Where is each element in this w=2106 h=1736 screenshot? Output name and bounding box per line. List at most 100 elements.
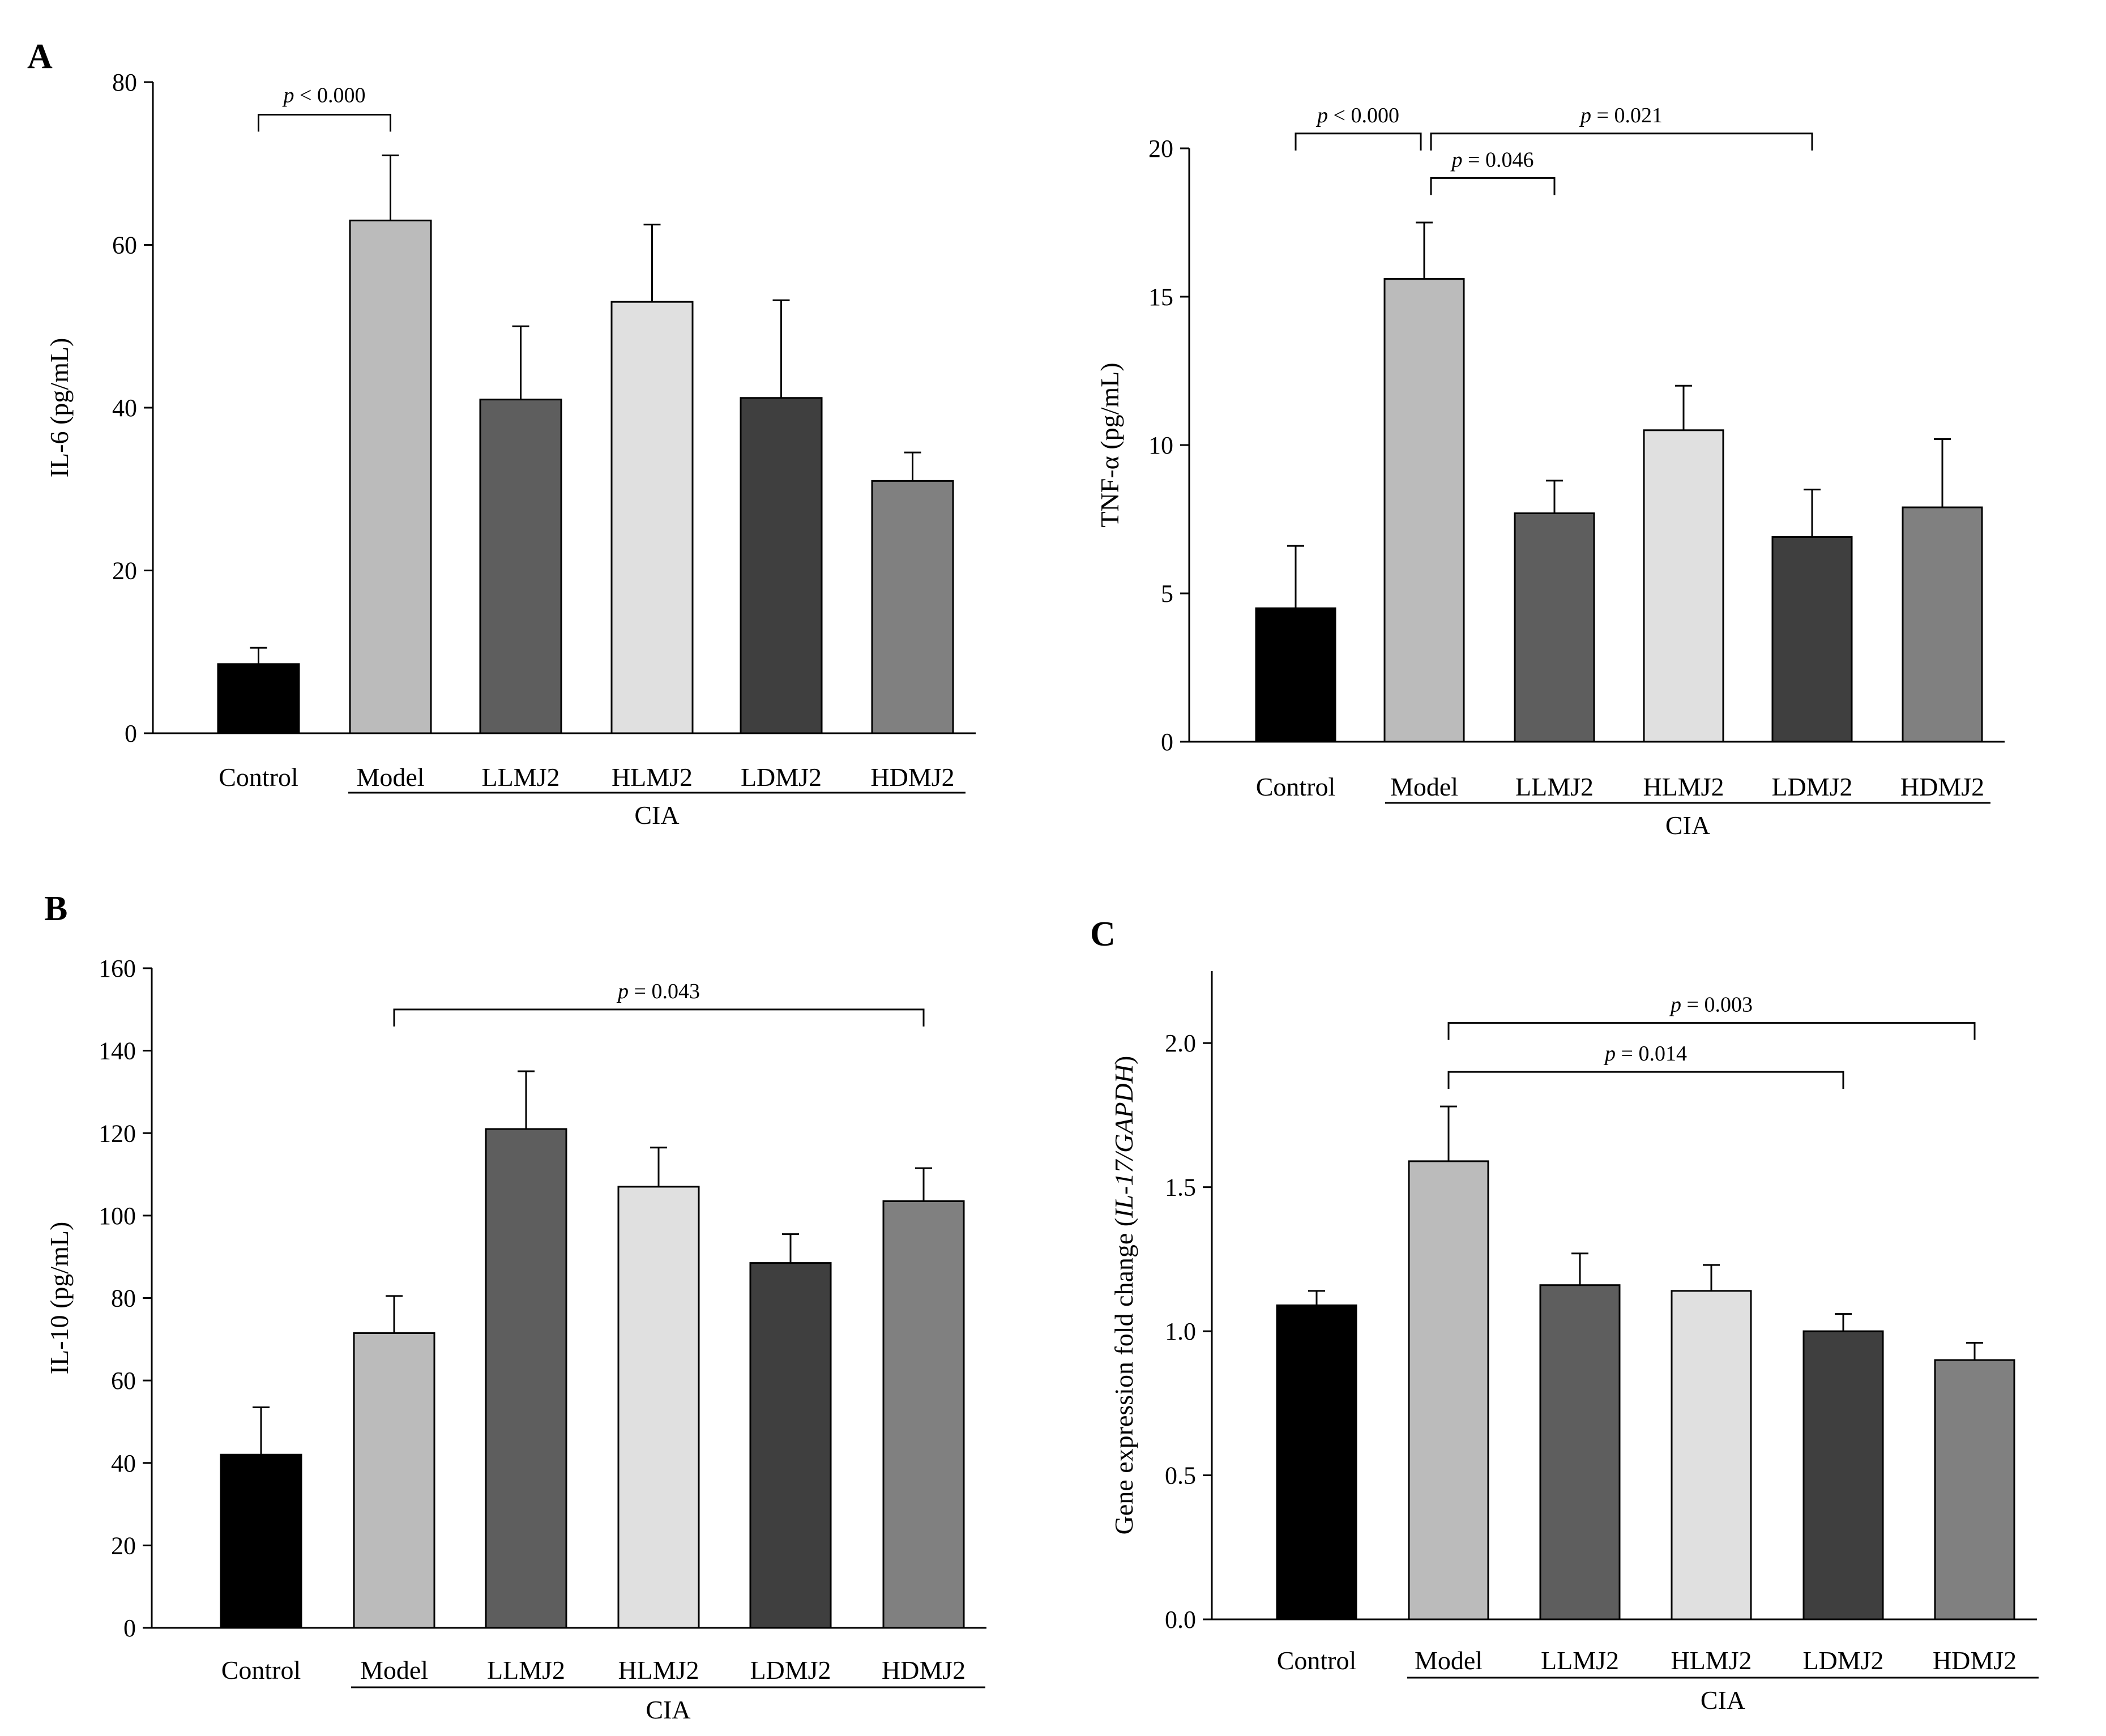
significance-bracket — [393, 1008, 925, 1027]
bar-model — [353, 1332, 435, 1629]
category-label-hdmj2: HDMJ2 — [1900, 772, 1984, 801]
y-tick-label: 40 — [112, 394, 137, 422]
bar-llmj2 — [1514, 512, 1595, 743]
category-label-hdmj2: HDMJ2 — [882, 1656, 966, 1684]
bar-model — [1408, 1160, 1489, 1620]
significance-bracket — [1447, 1022, 1976, 1040]
category-label-llmj2: LLMJ2 — [1515, 772, 1594, 801]
bar-hlmj2 — [1643, 429, 1724, 743]
y-axis-label: IL-10 (pg/mL) — [45, 1222, 74, 1375]
bar-control — [1276, 1304, 1357, 1620]
category-label-llmj2: LLMJ2 — [1541, 1646, 1619, 1675]
bar-hdmj2 — [871, 480, 954, 734]
y-tick-label: 20 — [111, 1532, 136, 1559]
y-tick-label: 60 — [111, 1367, 136, 1395]
significance-bracket — [258, 114, 391, 132]
y-tick-label: 60 — [112, 232, 137, 259]
category-label-ldmj2: LDMJ2 — [741, 763, 822, 792]
bar-llmj2 — [1539, 1284, 1621, 1620]
significance-label: p = 0.003 — [1669, 993, 1753, 1017]
y-tick-label: 0 — [125, 720, 137, 747]
category-label-ldmj2: LDMJ2 — [1802, 1646, 1883, 1675]
y-tick-label: 0.5 — [1165, 1462, 1196, 1490]
y-tick-label: 120 — [99, 1119, 136, 1147]
group-label: CIA — [646, 1695, 690, 1724]
y-tick-label: 0 — [1161, 728, 1173, 756]
bar-hlmj2 — [1671, 1290, 1752, 1620]
panel-letter: B — [44, 890, 67, 928]
y-tick-label: 1.5 — [1165, 1174, 1196, 1201]
category-label-control: Control — [1277, 1646, 1357, 1675]
category-label-llmj2: LLMJ2 — [487, 1656, 565, 1684]
panel-letter: C — [1090, 915, 1116, 953]
bar-hlmj2 — [610, 301, 694, 734]
y-tick-label: 1.0 — [1165, 1318, 1196, 1345]
significance-label: p = 0.046 — [1450, 148, 1534, 172]
bar-model — [349, 219, 432, 734]
category-label-hlmj2: HLMJ2 — [1671, 1646, 1752, 1675]
y-tick-label: 140 — [99, 1037, 136, 1065]
significance-label: p = 0.043 — [616, 980, 700, 1003]
category-label-control: Control — [1256, 772, 1336, 801]
category-label-hlmj2: HLMJ2 — [1643, 772, 1724, 801]
significance-label: p = 0.021 — [1579, 104, 1663, 127]
bar-ldmj2 — [740, 397, 823, 734]
significance-label: p < 0.000 — [1315, 104, 1399, 127]
bar-llmj2 — [479, 399, 562, 734]
category-label-llmj2: LLMJ2 — [482, 763, 560, 792]
bar-model — [1383, 278, 1465, 743]
significance-bracket — [1295, 132, 1422, 151]
bar-ldmj2 — [1802, 1330, 1884, 1620]
panel-a-chart: A 0 20 40 60 80 IL-6 (pg/mL) Control Model LLMJ2 H… — [27, 37, 976, 829]
panel-letter: A — [27, 37, 53, 76]
y-tick-label: 100 — [99, 1202, 136, 1230]
bar-hdmj2 — [1934, 1359, 2015, 1620]
y-tick-label: 15 — [1148, 283, 1173, 311]
y-tick-label: 80 — [111, 1285, 136, 1312]
bar-llmj2 — [485, 1128, 567, 1629]
bar-hdmj2 — [882, 1200, 965, 1629]
category-label-model: Model — [356, 763, 424, 792]
y-axis-label: TNF-α (pg/mL) — [1095, 362, 1124, 527]
category-label-hdmj2: HDMJ2 — [870, 763, 954, 792]
category-label-ldmj2: LDMJ2 — [750, 1656, 831, 1684]
bar-control — [217, 663, 300, 734]
category-label-hlmj2: HLMJ2 — [618, 1656, 699, 1684]
y-axis-label: IL-6 (pg/mL) — [45, 338, 74, 478]
bar-ldmj2 — [1771, 536, 1853, 743]
significance-label: p < 0.000 — [282, 84, 366, 108]
bar-hdmj2 — [1902, 506, 1983, 743]
bar-control — [1255, 607, 1336, 743]
bar-control — [220, 1453, 302, 1629]
category-label-model: Model — [1390, 772, 1458, 801]
category-label-model: Model — [360, 1656, 428, 1684]
y-tick-label: 5 — [1161, 580, 1173, 608]
category-label-hdmj2: HDMJ2 — [1933, 1646, 2017, 1675]
y-tick-label: 2.0 — [1165, 1029, 1196, 1057]
significance-bracket — [1430, 132, 1813, 151]
y-tick-label: 0 — [123, 1614, 136, 1642]
category-label-hlmj2: HLMJ2 — [612, 763, 693, 792]
significance-bracket — [1447, 1071, 1844, 1089]
y-tick-label: 80 — [112, 69, 137, 96]
y-tick-label: 20 — [112, 557, 137, 585]
significance-bracket — [1430, 177, 1556, 195]
y-axis-label: Gene expression fold change (IL-17/GAPDH… — [1109, 1056, 1138, 1535]
group-label: CIA — [634, 801, 679, 829]
significance-label: p = 0.014 — [1603, 1042, 1687, 1066]
category-label-control: Control — [221, 1656, 301, 1684]
y-tick-label: 40 — [111, 1449, 136, 1477]
category-label-ldmj2: LDMJ2 — [1771, 772, 1852, 801]
y-tick-label: 160 — [99, 955, 136, 982]
y-tick-label: 0.0 — [1165, 1606, 1196, 1634]
panel-tnf-chart: 0 5 10 15 20 TNF-α (pg/mL) Control Model LLMJ2 HL… — [1095, 104, 2005, 840]
y-tick-label: 10 — [1148, 431, 1173, 459]
y-tick-label: 20 — [1148, 135, 1173, 163]
panel-c-chart: C 0.0 0.5 1.0 1.5 2.0 Gene expression fold cha… — [1090, 915, 2039, 1714]
group-label: CIA — [1701, 1686, 1745, 1714]
group-label: CIA — [1665, 811, 1710, 840]
bar-hlmj2 — [617, 1186, 700, 1629]
category-label-model: Model — [1415, 1646, 1483, 1675]
bar-ldmj2 — [749, 1262, 832, 1629]
